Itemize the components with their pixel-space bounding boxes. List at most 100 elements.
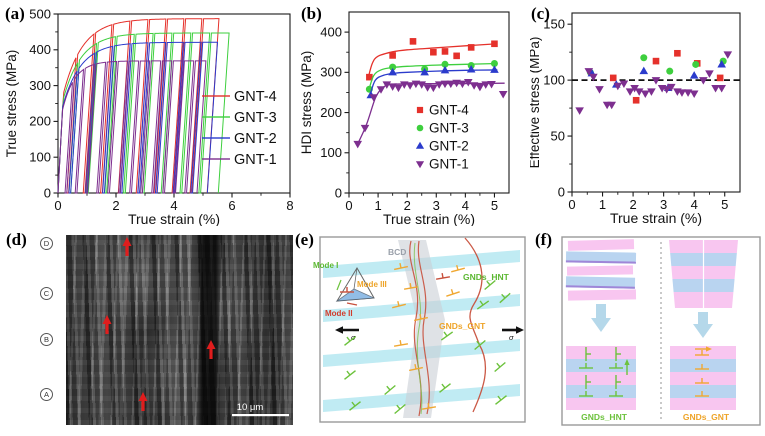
svg-text:5: 5 (721, 197, 728, 212)
gnd-symbol (393, 339, 409, 347)
svg-text:GNT-1: GNT-1 (429, 156, 469, 171)
gnd-symbol (384, 384, 396, 396)
bcd-label: BCD (388, 247, 406, 257)
tem-micrograph (66, 235, 293, 425)
gnd-symbol (484, 279, 496, 291)
gnd-symbol (446, 289, 460, 297)
svg-text:1: 1 (374, 198, 381, 213)
panel-c: (c) 0 1 2 3 4 5 0 50 100 150 True strain (%) Effect… (530, 0, 765, 226)
svg-text:300: 300 (320, 65, 342, 80)
micrograph-overlay: 10 μm (102, 237, 289, 417)
schematic-layers: GNDs_HNT GNDs_GNT (561, 236, 761, 426)
svg-text:6: 6 (228, 198, 235, 213)
gnd-symbol (695, 364, 709, 370)
panel-a-label: (a) (5, 4, 25, 23)
series-GNT-1 (353, 78, 508, 149)
gnd-symbol (403, 282, 419, 290)
applied-stress-arrow-left (335, 326, 359, 334)
legend: GNT-4 GNT-3 GNT-2 GNT-1 (202, 89, 277, 168)
gnd-symbol (435, 272, 451, 280)
red-arrow (206, 340, 216, 359)
svg-text:100: 100 (320, 145, 342, 160)
svg-text:3: 3 (433, 198, 440, 213)
gnd-symbol (695, 350, 709, 356)
svg-text:50: 50 (551, 128, 565, 143)
red-arrow (102, 315, 112, 334)
orange-right-arrow (695, 346, 712, 352)
svg-text:GNT-3: GNT-3 (429, 120, 469, 135)
gnd-symbol (392, 300, 406, 309)
series-GNT-2 (57, 41, 219, 194)
gnd-symbol (615, 375, 621, 389)
schematic-gnd-3d: σ σ BCD Mode I Mode III Mode II GNDs_HNT… (313, 236, 526, 423)
red-arrow (122, 237, 132, 256)
svg-text:4: 4 (170, 198, 177, 213)
panel-d: (d) D C B A 10 μm (0, 228, 295, 436)
panel-b: (b) 0 1 2 3 4 5 0 100 200 300 400 True strain (%) HD… (300, 0, 530, 226)
series-GNT-1 (57, 60, 207, 194)
gnd-symbol (414, 313, 428, 322)
gnd-symbol (495, 395, 507, 405)
down-arrow-left (591, 304, 611, 332)
gnd-symbol (409, 363, 423, 372)
panel-c-label: (c) (531, 4, 550, 23)
svg-text:100: 100 (543, 72, 565, 87)
down-arrow-right (693, 312, 713, 338)
hnt-gnd-symbols (344, 279, 511, 415)
x-axis-label: True strain (%) (383, 211, 475, 226)
svg-text:4: 4 (691, 197, 698, 212)
red-gnd-symbols (340, 272, 451, 293)
zone-label-c: C (40, 287, 53, 300)
svg-text:150: 150 (543, 16, 565, 31)
gnd-symbol (474, 339, 486, 351)
gnd-symbol (451, 264, 465, 273)
zone-label-d: D (40, 237, 53, 250)
gnd-symbol (579, 391, 593, 397)
svg-text:0: 0 (335, 185, 342, 200)
ticks: 0 1 2 3 4 5 0 100 200 300 400 (320, 24, 498, 213)
gnd-symbol (585, 375, 591, 389)
svg-text:2: 2 (629, 197, 636, 212)
gnd-symbol (440, 331, 454, 341)
panel-e-label: (e) (295, 230, 314, 249)
series-GNT-4 (366, 38, 498, 81)
svg-text:GNT-4: GNT-4 (429, 102, 469, 117)
svg-text:0: 0 (558, 184, 565, 199)
mode1-label: Mode I (313, 261, 338, 270)
gnd-symbol (494, 361, 506, 373)
gnd-symbol (476, 300, 490, 310)
svg-text:4: 4 (462, 198, 469, 213)
gnd-symbol (394, 262, 408, 271)
gnd-symbol (585, 347, 591, 361)
series-GNT-1 (575, 51, 733, 115)
hnt-gnd-symbols (579, 347, 623, 397)
series-GNT-3 (365, 59, 498, 93)
svg-text:0: 0 (568, 197, 575, 212)
chart-true-stress: 0 2 4 6 8 0 100 200 300 400 500 True strain (%) True… (4, 6, 294, 226)
gnt-dislocation-line (464, 237, 487, 413)
svg-text:1: 1 (599, 197, 606, 212)
mode2-label: Mode II (325, 309, 353, 318)
series-GNT-3 (586, 54, 727, 76)
plot-frame (348, 11, 510, 194)
x-axis-label: True strain (%) (128, 211, 220, 226)
gnd-symbol (609, 391, 623, 397)
gnt-bottom-block (670, 346, 736, 410)
zone-label-b: B (40, 333, 53, 346)
gnt-dislocation-line (417, 240, 430, 415)
svg-text:5: 5 (491, 198, 498, 213)
svg-text:100: 100 (29, 150, 51, 165)
svg-text:GNT-3: GNT-3 (234, 110, 277, 126)
panel-a: (a) 0 2 4 6 8 0 100 200 300 400 500 True strain (%)… (0, 0, 300, 226)
y-axis-label: True stress (MPa) (4, 50, 19, 158)
chart-hdi-stress: 0 1 2 3 4 5 0 100 200 300 400 True strain (%) HDI st… (300, 11, 510, 226)
gnds-hnt-label: GNDs_HNT (463, 272, 510, 282)
applied-stress-arrow-right (502, 326, 524, 334)
gnds-hnt-label: GNDs_HNT (581, 412, 628, 422)
y-axis-label: HDI stress (MPa) (300, 51, 314, 155)
hnt-top-block (565, 239, 637, 301)
zone-label-a: A (40, 388, 53, 401)
red-arrow (138, 392, 148, 411)
svg-text:0: 0 (44, 185, 51, 200)
